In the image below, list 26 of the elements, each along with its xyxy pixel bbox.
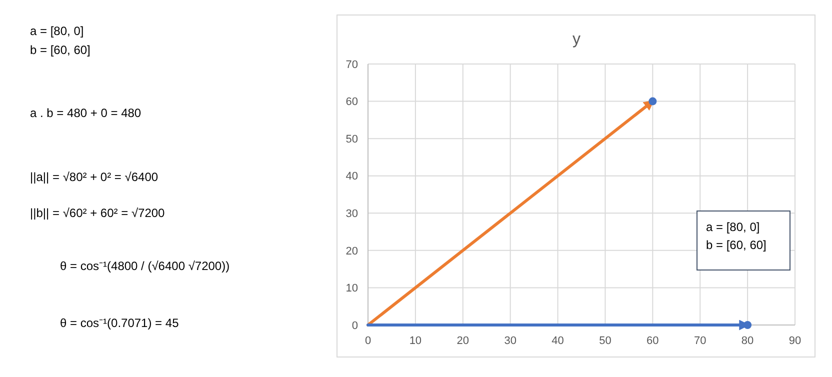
x-tick-label: 90 <box>788 335 802 347</box>
text: θ = cos⁻¹(0.7071) = 45 <box>60 316 180 330</box>
y-tick-label: 70 <box>346 58 358 71</box>
annotation: a = [80, 0] b = [60, 60] <box>706 220 766 252</box>
y-tick-label: 0 <box>352 320 358 332</box>
text: a = [80, 0] b = [60, 60] <box>30 24 90 57</box>
text: a . b = 480 + 0 = 480 <box>30 106 142 120</box>
x-tick-label: 30 <box>504 335 516 347</box>
y-tick-label: 30 <box>346 208 358 220</box>
x-tick-label: 10 <box>409 335 422 347</box>
y-tick-label: 40 <box>346 170 358 183</box>
x-tick-label: 80 <box>741 335 754 347</box>
y-tick-label: 20 <box>346 245 358 258</box>
x-tick-label: 0 <box>364 335 372 347</box>
text: θ = cos⁻¹(4800 / (√6400 √7200)) <box>60 259 230 273</box>
x-tick-label: 60 <box>646 335 659 347</box>
x-tick-label: 40 <box>552 335 564 347</box>
text: ||b|| = √60² + 60² = √7200 <box>30 206 166 220</box>
x-tick-label: 50 <box>599 335 612 347</box>
y-tick-label: 60 <box>346 96 358 108</box>
y-tick-label: 10 <box>346 282 358 295</box>
y-tick-label: 50 <box>346 133 358 146</box>
x-tick-label: 70 <box>694 335 706 347</box>
text: ||a|| = √80² + 0² = √6400 <box>30 170 158 184</box>
x-tick-label: 20 <box>456 335 470 347</box>
chart-title: y <box>572 31 580 48</box>
